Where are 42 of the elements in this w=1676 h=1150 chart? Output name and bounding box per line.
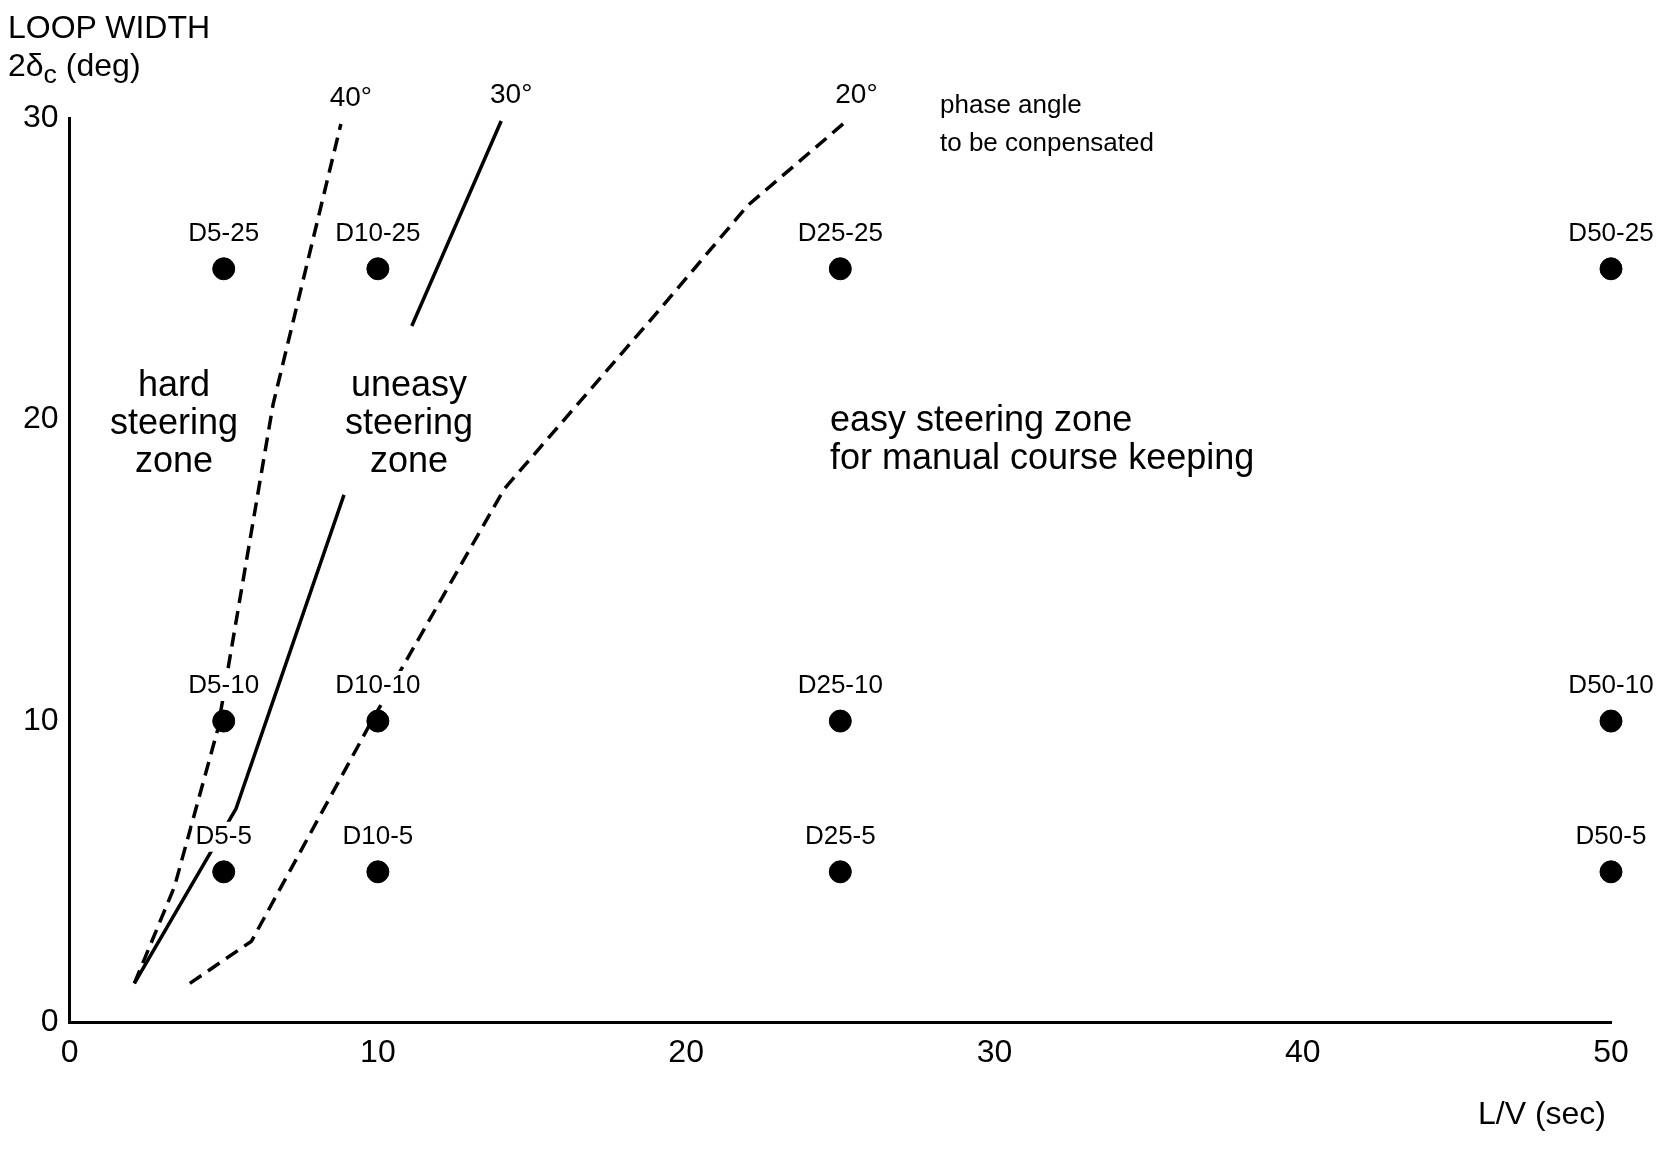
y-tick-label: 10 bbox=[23, 700, 59, 737]
point bbox=[828, 860, 852, 884]
point bbox=[366, 860, 390, 884]
y-tick-label: 20 bbox=[23, 399, 59, 436]
series-label: 40° bbox=[329, 80, 373, 112]
series-label: 30° bbox=[490, 77, 533, 109]
annotation: D10-5 bbox=[342, 820, 414, 851]
x-tick-label: 10 bbox=[360, 1032, 396, 1069]
annotation: D5-10 bbox=[188, 669, 260, 700]
annotation: D5-5 bbox=[195, 820, 252, 851]
y-tick-label: 0 bbox=[40, 1002, 59, 1039]
annotation: D10-10 bbox=[335, 669, 421, 700]
annotation: D10-25 bbox=[335, 216, 421, 247]
point bbox=[366, 257, 390, 281]
annotation: D25-10 bbox=[797, 669, 883, 700]
x-tick-label: 20 bbox=[668, 1032, 704, 1069]
annotation: D5-25 bbox=[188, 216, 260, 247]
point bbox=[828, 709, 852, 733]
point bbox=[1599, 709, 1623, 733]
annotation: phase angle to be conpensated bbox=[940, 88, 1154, 159]
annotation: hard steering zone bbox=[110, 363, 239, 480]
point bbox=[212, 257, 236, 281]
annotation: D25-5 bbox=[804, 820, 876, 851]
point bbox=[1599, 860, 1623, 884]
annotation: D50-5 bbox=[1575, 820, 1647, 851]
annotation: D50-10 bbox=[1568, 669, 1654, 700]
x-axis-title: L/V (sec) bbox=[1477, 1095, 1606, 1132]
annotation: D25-25 bbox=[797, 216, 883, 247]
annotation: easy steering zone for manual course keeping bbox=[830, 398, 1255, 477]
point bbox=[212, 709, 236, 733]
annotation: D50-25 bbox=[1568, 216, 1654, 247]
point bbox=[1599, 257, 1623, 281]
series-label: 20° bbox=[835, 77, 878, 109]
y-tick-label: 30 bbox=[23, 97, 59, 134]
x-tick-label: 30 bbox=[976, 1032, 1013, 1069]
point bbox=[212, 860, 236, 884]
point bbox=[366, 709, 390, 733]
x-tick-label: 50 bbox=[1593, 1032, 1629, 1069]
annotation: uneasy steering zone bbox=[345, 363, 474, 480]
point bbox=[828, 257, 852, 281]
y-axis-title: LOOP WIDTH 2δ$_{c}$ (deg) bbox=[8, 8, 211, 92]
x-tick-label: 40 bbox=[1284, 1032, 1321, 1069]
